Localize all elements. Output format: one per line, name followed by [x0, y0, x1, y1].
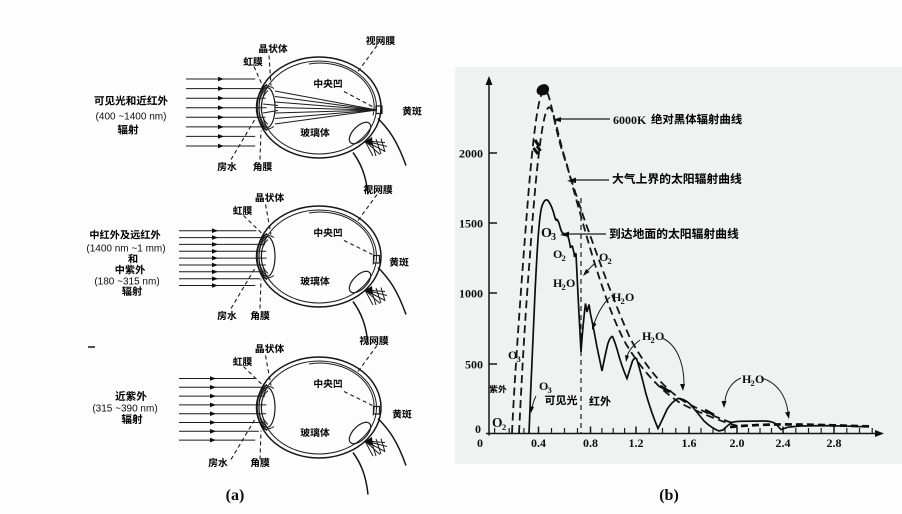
- svg-text:2: 2: [651, 335, 655, 345]
- svg-text:0.8: 0.8: [583, 436, 598, 450]
- svg-text:2.8: 2.8: [827, 436, 842, 450]
- svg-text:1.6: 1.6: [682, 436, 697, 450]
- svg-text:2: 2: [562, 253, 566, 263]
- svg-text:(1400 nm ~1 mm): (1400 nm ~1 mm): [86, 244, 165, 255]
- svg-text:O: O: [492, 415, 503, 430]
- svg-text:1000: 1000: [459, 287, 483, 301]
- svg-text:6000K: 6000K: [613, 113, 647, 127]
- svg-text:H: H: [553, 276, 563, 290]
- svg-text:0: 0: [477, 436, 483, 450]
- svg-text:(180 ~315 nm): (180 ~315 nm): [94, 277, 159, 288]
- svg-text:2: 2: [502, 422, 506, 432]
- svg-text:3: 3: [551, 232, 556, 243]
- svg-text:2: 2: [751, 378, 755, 388]
- svg-text:O: O: [755, 372, 764, 386]
- svg-text:O: O: [508, 348, 517, 362]
- svg-text:(400 ~1400 nm): (400 ~1400 nm): [96, 112, 167, 123]
- svg-text:O: O: [539, 379, 548, 393]
- svg-text:O: O: [599, 250, 608, 264]
- svg-text:1500: 1500: [459, 217, 483, 231]
- svg-text:0.4: 0.4: [531, 436, 546, 450]
- svg-text:O: O: [553, 247, 562, 261]
- svg-text:2: 2: [562, 282, 566, 292]
- svg-text:2.0: 2.0: [730, 436, 745, 450]
- svg-text:O: O: [541, 226, 552, 241]
- svg-text:(a): (a): [226, 487, 245, 504]
- svg-text:O: O: [625, 290, 634, 304]
- svg-text:1.2: 1.2: [629, 436, 644, 450]
- svg-text:0: 0: [475, 422, 481, 436]
- svg-text:H: H: [742, 372, 752, 386]
- svg-text:2: 2: [608, 256, 612, 266]
- svg-text:(b): (b): [659, 487, 679, 504]
- svg-text:H: H: [612, 290, 622, 304]
- svg-text:(315 ~390 nm): (315 ~390 nm): [92, 404, 157, 415]
- svg-text:3: 3: [517, 354, 521, 364]
- svg-text:3: 3: [548, 385, 552, 395]
- svg-text:O: O: [566, 276, 575, 290]
- svg-text:2: 2: [621, 296, 625, 306]
- svg-text:500: 500: [465, 358, 483, 372]
- svg-text:O: O: [655, 329, 664, 343]
- svg-text:2000: 2000: [459, 147, 483, 161]
- svg-text:H: H: [642, 329, 652, 343]
- svg-text:2.4: 2.4: [776, 436, 791, 450]
